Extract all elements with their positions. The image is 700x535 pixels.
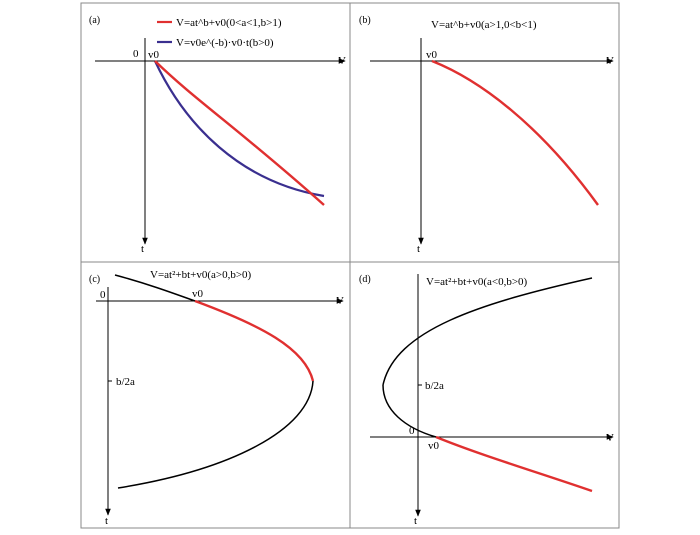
axis-t-label: t bbox=[417, 243, 420, 255]
panel-d: (d) V=at²+bt+v0(a<0,b>0) 0 v0 V t b/2a bbox=[359, 274, 614, 527]
panel-c-formula: V=at²+bt+v0(a>0,b>0) bbox=[150, 269, 252, 281]
axis-v-label: V bbox=[336, 295, 344, 307]
axis-v-label: V bbox=[606, 432, 614, 444]
origin-label: 0 bbox=[409, 425, 415, 437]
black-curve-lower bbox=[382, 384, 437, 438]
legend-blue-formula: V=v0e^(-b)·v0·t(b>0) bbox=[176, 37, 274, 49]
red-curve bbox=[194, 299, 315, 382]
v0-label: v0 bbox=[426, 49, 438, 61]
v0-label: v0 bbox=[428, 440, 440, 452]
v0-label: v0 bbox=[192, 288, 204, 300]
red-curve bbox=[431, 59, 599, 206]
origin-label: 0 bbox=[100, 289, 106, 301]
panel-d-formula: V=at²+bt+v0(a<0,b>0) bbox=[426, 276, 528, 288]
panel-a-label: (a) bbox=[89, 15, 100, 26]
panel-c: (c) V=at²+bt+v0(a>0,b>0) 0 v0 V t b/2a bbox=[89, 269, 344, 527]
axis-v-label: V bbox=[338, 55, 346, 67]
legend-red-formula: V=at^b+v0(0<a<1,b>1) bbox=[176, 17, 282, 29]
black-curve-upper bbox=[382, 277, 593, 386]
marker-label: b/2a bbox=[425, 380, 444, 392]
panel-d-label: (d) bbox=[359, 274, 371, 285]
black-curve-lower bbox=[117, 380, 314, 489]
marker-label: b/2a bbox=[116, 376, 135, 388]
panel-b-formula: V=at^b+v0(a>1,0<b<1) bbox=[431, 19, 537, 31]
blue-curve bbox=[154, 60, 325, 198]
panel-c-label: (c) bbox=[89, 274, 100, 285]
panel-a: (a) V=at^b+v0(0<a<1,b>1) V=v0e^(-b)·v0·t… bbox=[89, 15, 346, 255]
axis-t-label: t bbox=[105, 515, 108, 527]
red-curve bbox=[435, 435, 593, 493]
panel-b: (b) V=at^b+v0(a>1,0<b<1) v0 V t bbox=[359, 15, 614, 255]
panel-b-label: (b) bbox=[359, 15, 371, 26]
axis-v-label: V bbox=[606, 55, 614, 67]
red-curve bbox=[154, 60, 325, 206]
v0-label: v0 bbox=[148, 49, 160, 61]
black-curve-upper bbox=[114, 274, 196, 302]
axis-t-label: t bbox=[141, 243, 144, 255]
axis-t-label: t bbox=[414, 515, 417, 527]
origin-label: 0 bbox=[133, 48, 139, 60]
